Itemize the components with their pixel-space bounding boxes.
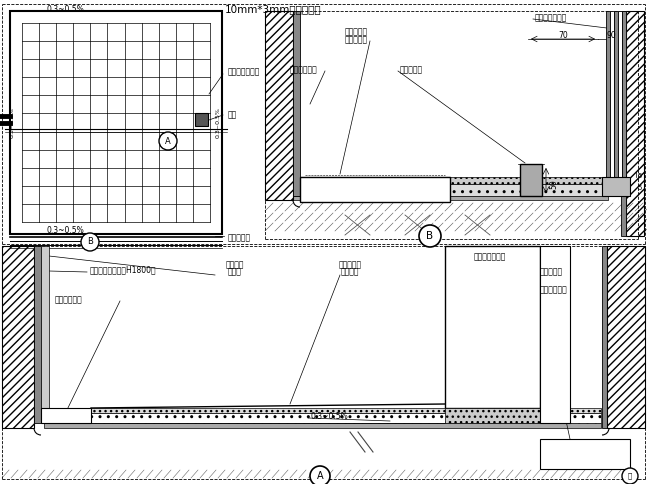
- Bar: [445, 246, 540, 408]
- Bar: [618, 12, 622, 178]
- Text: 5: 5: [637, 184, 641, 191]
- Text: 石材墙面: 石材墙面: [226, 260, 245, 269]
- Text: A: A: [316, 470, 324, 480]
- Text: B: B: [87, 237, 93, 246]
- Text: 50: 50: [549, 179, 558, 189]
- Bar: [607, 246, 645, 428]
- Text: B: B: [426, 230, 433, 241]
- Bar: [195, 114, 208, 127]
- Circle shape: [310, 466, 330, 484]
- Bar: [626, 12, 644, 237]
- Text: 石材挡水条: 石材挡水条: [400, 65, 423, 75]
- Text: 成品淋浴房移门: 成品淋浴房移门: [535, 14, 567, 22]
- Text: 灌浆层: 灌浆层: [228, 267, 242, 276]
- Text: 石材流水槽底座: 石材流水槽底座: [228, 67, 260, 76]
- Bar: [540, 439, 630, 469]
- Bar: [621, 12, 626, 237]
- Bar: [293, 184, 608, 197]
- Circle shape: [622, 468, 638, 484]
- Text: 石材挡水条: 石材挡水条: [228, 233, 251, 242]
- Bar: [293, 197, 608, 200]
- Text: 10mm*3mm半圆防滑槽: 10mm*3mm半圆防滑槽: [225, 4, 322, 14]
- Bar: [606, 12, 610, 178]
- Bar: [2, 246, 34, 428]
- Text: A: A: [165, 136, 171, 145]
- Bar: [44, 423, 601, 428]
- Bar: [602, 178, 630, 197]
- Text: 根据石材排板: 根据石材排板: [55, 295, 83, 304]
- Text: 石材流水槽: 石材流水槽: [540, 267, 563, 276]
- Text: 抛光处理: 抛光处理: [341, 267, 359, 276]
- Circle shape: [81, 233, 99, 252]
- Text: 根据石材排板: 根据石材排板: [290, 65, 318, 75]
- Bar: [34, 246, 41, 423]
- Text: 0.3~0.5%: 0.3~0.5%: [46, 4, 84, 14]
- Text: 半圆防滑槽: 半圆防滑槽: [345, 28, 368, 36]
- Text: 70: 70: [558, 30, 568, 39]
- Bar: [300, 178, 450, 203]
- Text: 0.3~0.5%: 0.3~0.5%: [46, 226, 84, 235]
- Text: 防水层翻过（墙面H1800）: 防水层翻过（墙面H1800）: [90, 265, 157, 274]
- Text: 根据水箱型号: 根据水箱型号: [540, 285, 568, 294]
- Bar: [265, 12, 293, 200]
- Text: 0.3~0.5%: 0.3~0.5%: [310, 412, 347, 421]
- Bar: [293, 178, 608, 184]
- Text: 地漏: 地漏: [228, 110, 237, 119]
- Text: 石材淋浴房底座: 石材淋浴房底座: [474, 252, 506, 261]
- Text: 详: 详: [628, 472, 632, 478]
- Text: 淋浴房底座: 淋浴房底座: [345, 35, 368, 45]
- Circle shape: [419, 226, 441, 247]
- Bar: [41, 408, 91, 423]
- Text: 90: 90: [606, 30, 616, 39]
- Bar: [445, 408, 540, 423]
- Text: 0.3~0.5%: 0.3~0.5%: [215, 107, 221, 138]
- Bar: [602, 246, 607, 428]
- Text: 0.3~0.5%: 0.3~0.5%: [10, 107, 14, 138]
- Text: 半圆防滑槽: 半圆防滑槽: [338, 260, 362, 269]
- Text: 5: 5: [637, 173, 641, 179]
- Bar: [614, 12, 618, 178]
- Bar: [520, 165, 542, 197]
- Bar: [622, 12, 626, 178]
- Bar: [41, 246, 49, 408]
- Bar: [44, 408, 601, 413]
- Bar: [44, 413, 601, 423]
- Bar: [293, 12, 300, 197]
- Bar: [540, 246, 570, 423]
- Bar: [10, 12, 222, 235]
- Bar: [610, 12, 614, 178]
- Circle shape: [159, 133, 177, 151]
